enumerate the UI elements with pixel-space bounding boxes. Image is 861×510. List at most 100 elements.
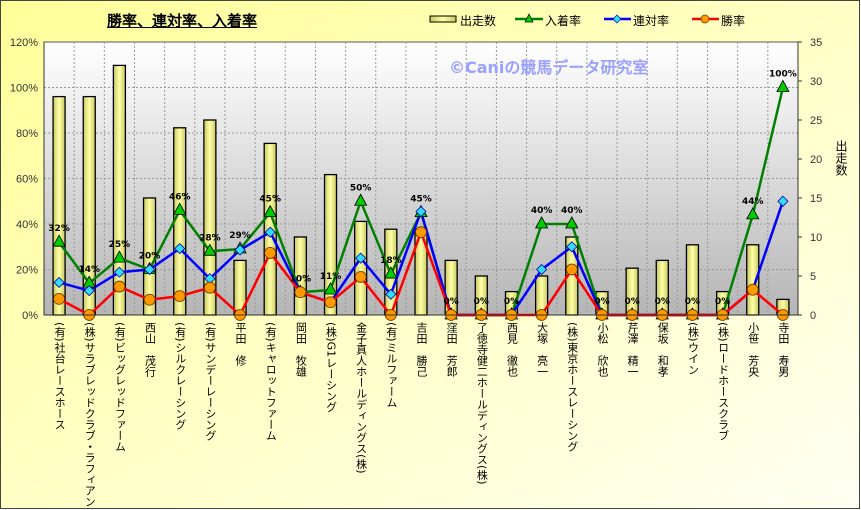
point-top2-rate bbox=[536, 263, 548, 276]
x-tick-label: 芹澤 精一 bbox=[626, 322, 640, 377]
data-label-place-rate: 0% bbox=[685, 297, 700, 307]
data-label-place-rate: 40% bbox=[531, 206, 553, 216]
x-tick-label: 金子真人ホールディングス(株) bbox=[354, 322, 368, 474]
data-label-place-rate: 0% bbox=[444, 297, 459, 307]
y-right-tick-label: 35 bbox=[810, 37, 822, 49]
point-top2-rate bbox=[83, 285, 95, 297]
chart-title: 勝率、連対率、入着率 bbox=[107, 12, 258, 30]
point-win-rate bbox=[746, 283, 759, 296]
data-label-place-rate: 46% bbox=[169, 192, 191, 202]
x-tick-label: (株)ウイン bbox=[686, 322, 700, 375]
point-place-rate bbox=[746, 207, 760, 220]
point-place-rate bbox=[52, 234, 66, 247]
point-place-rate bbox=[534, 216, 549, 229]
data-label-place-rate: 100% bbox=[769, 70, 797, 80]
point-win-rate bbox=[113, 280, 126, 293]
data-label-place-rate: 28% bbox=[199, 233, 221, 243]
y-left-tick-label: 20% bbox=[16, 265, 38, 277]
point-place-rate bbox=[354, 193, 368, 206]
legend-item-win-rate: 勝率 bbox=[721, 12, 745, 29]
data-label-place-rate: 0% bbox=[715, 297, 730, 307]
legend-label: 勝率 bbox=[721, 14, 746, 28]
point-win-rate bbox=[415, 226, 427, 239]
legend-item-starts: 出走数 bbox=[460, 12, 496, 29]
x-tick-label: 西見 徹也 bbox=[505, 322, 519, 377]
data-label-place-rate: 10% bbox=[290, 274, 312, 284]
legend-item-top2-rate: 連対率 bbox=[633, 12, 669, 29]
y-left-tick-label: 40% bbox=[16, 219, 38, 231]
point-top2-rate bbox=[234, 244, 246, 256]
point-win-rate bbox=[264, 246, 277, 259]
axes: 0% 20% 40% 60% 80% 100% 120% 0 5 10 15 20 25 30 35 bbox=[10, 37, 822, 322]
legend-symbols bbox=[429, 13, 719, 24]
data-label-place-rate: 40% bbox=[561, 206, 583, 216]
x-tick-label: 窪田 芳郎 bbox=[445, 322, 459, 377]
x-tick-label: 西山 茂行 bbox=[143, 322, 157, 377]
point-win-rate bbox=[203, 281, 216, 294]
legend-label: 出走数 bbox=[460, 14, 497, 28]
data-label-place-rate: 0% bbox=[594, 297, 609, 307]
x-tick-label: 吉田 勝己 bbox=[415, 322, 428, 377]
legend-diamond-icon bbox=[612, 14, 622, 24]
y-left-tick-label: 80% bbox=[16, 128, 38, 140]
point-win-rate bbox=[173, 290, 186, 303]
point-place-rate bbox=[565, 216, 579, 229]
x-tick-label: 大塚 亮一 bbox=[535, 322, 549, 377]
point-top2-rate bbox=[777, 195, 789, 207]
data-label-place-rate: 20% bbox=[139, 252, 161, 262]
point-win-rate bbox=[324, 296, 337, 309]
y-right-tick-label: 0 bbox=[810, 310, 816, 322]
data-label-place-rate: 44% bbox=[742, 197, 764, 207]
y-right-tick-label: 20 bbox=[810, 154, 822, 166]
x-tick-label: (株)東京ホースレーシング bbox=[565, 322, 579, 452]
bar-starts bbox=[354, 220, 368, 316]
x-tick-label: (有)ミルファーム bbox=[384, 322, 398, 408]
legend-label: 連対率 bbox=[633, 14, 670, 28]
y-left-tick-label: 120% bbox=[10, 37, 38, 49]
point-win-rate bbox=[354, 271, 367, 283]
data-label-place-rate: 14% bbox=[78, 265, 100, 275]
x-tick-label: (株)G1レーシング bbox=[324, 322, 338, 413]
y-left-tick-label: 0% bbox=[22, 310, 38, 322]
point-top2-rate bbox=[143, 263, 156, 276]
y-right-tick-label: 25 bbox=[810, 115, 822, 127]
y-left-tick-label: 100% bbox=[10, 83, 38, 95]
point-win-rate bbox=[143, 293, 156, 306]
x-tick-label: (株)ロードホースクラブ bbox=[716, 322, 730, 441]
point-win-rate bbox=[53, 292, 65, 305]
line-series: 32% 14% 25% 20% 46% 28% 29% 45% 10% 11% 50% 18% 45% 0… bbox=[48, 70, 797, 321]
bar-starts bbox=[173, 127, 187, 316]
data-label-place-rate: 0% bbox=[504, 297, 519, 307]
point-place-rate bbox=[776, 79, 790, 92]
x-tick-label: 平田 修 bbox=[234, 322, 248, 366]
x-tick-label: 寺田 寿男 bbox=[776, 322, 790, 377]
x-tick-label: (有)シルクレーシング bbox=[173, 322, 187, 430]
data-label-place-rate: 0% bbox=[655, 297, 670, 307]
legend-item-place-rate: 入着率 bbox=[545, 12, 581, 29]
y-right-axis-title: 出走数 bbox=[834, 140, 848, 176]
data-label-place-rate: 0% bbox=[474, 297, 489, 307]
data-label-place-rate: 18% bbox=[380, 256, 402, 266]
data-label-place-rate: 50% bbox=[350, 183, 372, 193]
x-tick-label: 小松 欣也 bbox=[595, 322, 609, 377]
point-win-rate bbox=[294, 286, 307, 299]
y-right-tick-label: 10 bbox=[810, 232, 822, 244]
legend-triangle-icon bbox=[524, 13, 534, 23]
x-tick-label: 小笹 芳央 bbox=[746, 322, 760, 377]
gridlines bbox=[44, 42, 798, 315]
legend-label: 入着率 bbox=[545, 14, 582, 28]
point-top2-rate bbox=[355, 252, 367, 264]
y-left-tick-label: 60% bbox=[16, 174, 38, 186]
point-place-rate bbox=[112, 250, 127, 263]
point-top2-rate bbox=[113, 266, 125, 278]
point-place-rate bbox=[384, 266, 398, 279]
x-tick-label: (有)社台レースホース bbox=[53, 322, 67, 430]
data-label-place-rate: 11% bbox=[320, 272, 342, 282]
point-place-rate bbox=[263, 204, 277, 218]
legend-symbol-starts bbox=[429, 15, 457, 23]
x-tick-label: (有)サンデーレーシング bbox=[203, 322, 217, 441]
y-right-tick-label: 15 bbox=[810, 193, 822, 205]
data-label-place-rate: 0% bbox=[624, 297, 639, 307]
point-top2-rate bbox=[415, 205, 427, 218]
